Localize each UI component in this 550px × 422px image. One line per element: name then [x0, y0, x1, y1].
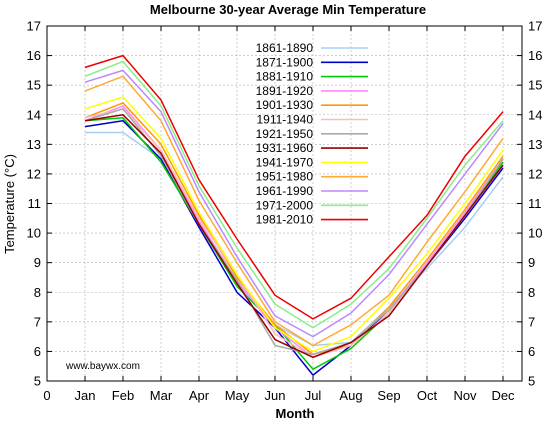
y-tick-label: 14	[27, 107, 41, 122]
series-line-1931-1960	[84, 114, 504, 359]
axis-ticks: 5 5 6 6 7 7 8 8 9 9 10 10 11 11 12 12 13 13 14 14 15 15 16 16 17…	[27, 19, 543, 404]
y-tick-label: 10	[27, 226, 41, 241]
legend-label: 1881-1910	[256, 70, 314, 84]
x-tick-label: Jun	[265, 388, 286, 403]
x-tick-label: Jan	[75, 388, 96, 403]
y-tick-label-right: 16	[528, 48, 542, 63]
y-tick-label-right: 12	[528, 166, 542, 181]
series-line-1941-1970	[84, 96, 504, 353]
y-tick-label-right: 15	[528, 78, 542, 93]
y-tick-label: 15	[27, 78, 41, 93]
legend-label: 1891-1920	[256, 84, 314, 98]
legend-label: 1861-1890	[256, 41, 314, 55]
y-tick-label-right: 14	[528, 107, 542, 122]
y-tick-label: 13	[27, 137, 41, 152]
x-tick-label: Sep	[377, 388, 400, 403]
y-tick-label-right: 5	[528, 374, 535, 389]
y-tick-label: 16	[27, 48, 41, 63]
x-tick-label: Aug	[339, 388, 362, 403]
x-tick-label: Apr	[189, 388, 210, 403]
y-tick-label: 9	[34, 255, 41, 270]
y-tick-label-right: 7	[528, 314, 535, 329]
legend-label: 1941-1970	[256, 155, 314, 169]
y-tick-label-right: 6	[528, 344, 535, 359]
x-axis-title: Month	[276, 406, 315, 421]
gridlines	[47, 26, 522, 381]
y-tick-label-right: 11	[528, 196, 542, 211]
legend: 1861-18901871-19001881-19101891-19201901…	[256, 41, 368, 227]
legend-label: 1951-1980	[256, 170, 314, 184]
x-tick-label: Oct	[417, 388, 438, 403]
y-tick-label: 17	[27, 19, 41, 34]
series-line-1971-2000	[84, 60, 504, 329]
x-tick-label: Dec	[491, 388, 515, 403]
y-tick-label: 8	[34, 285, 41, 300]
y-tick-label: 6	[34, 344, 41, 359]
x-tick-label: 0	[43, 388, 50, 403]
y-tick-label: 5	[34, 374, 41, 389]
series-lines	[84, 54, 504, 376]
series-line-1961-1990	[84, 69, 504, 338]
legend-label: 1971-2000	[256, 198, 314, 212]
series-line-1981-2010	[84, 54, 504, 320]
y-tick-label-right: 17	[528, 19, 542, 34]
y-tick-label-right: 9	[528, 255, 535, 270]
legend-label: 1961-1990	[256, 184, 314, 198]
legend-label: 1931-1960	[256, 141, 314, 155]
y-tick-label: 7	[34, 314, 41, 329]
x-tick-label: Feb	[112, 388, 134, 403]
legend-label: 1921-1950	[256, 127, 314, 141]
x-tick-label: May	[225, 388, 250, 403]
legend-label: 1901-1930	[256, 98, 314, 112]
chart-title: Melbourne 30-year Average Min Temperatur…	[150, 2, 426, 17]
x-tick-label: Nov	[453, 388, 477, 403]
legend-label: 1981-2010	[256, 213, 314, 227]
y-axis-title: Temperature (°C)	[2, 154, 17, 254]
y-tick-label-right: 8	[528, 285, 535, 300]
legend-label: 1911-1940	[257, 113, 314, 127]
credit-text: www.baywx.com	[65, 361, 140, 372]
x-tick-label: Jul	[305, 388, 322, 403]
series-line-1951-1980	[84, 75, 504, 347]
y-tick-label: 11	[28, 196, 42, 211]
legend-label: 1871-1900	[256, 55, 314, 69]
x-tick-label: Mar	[150, 388, 173, 403]
y-tick-label-right: 13	[528, 137, 542, 152]
y-tick-label-right: 10	[528, 226, 542, 241]
y-tick-label: 12	[27, 166, 41, 181]
